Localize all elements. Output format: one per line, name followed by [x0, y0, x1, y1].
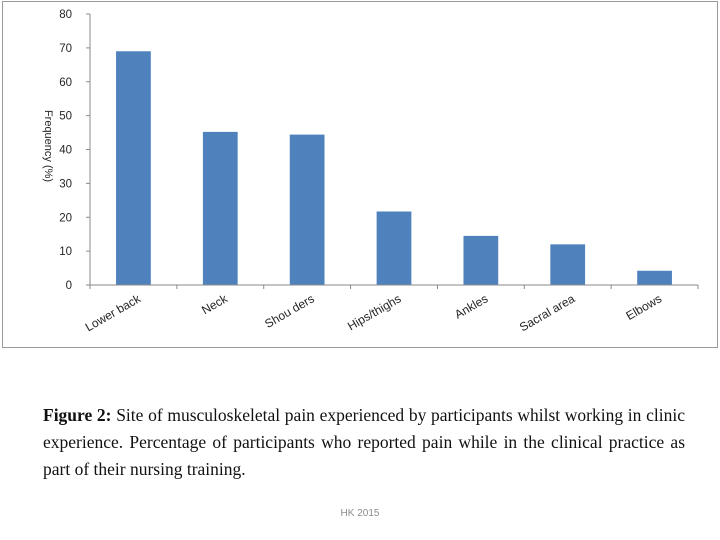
bar [116, 51, 151, 286]
caption-label: Figure 2: [43, 405, 112, 425]
y-tick-label: 40 [59, 145, 72, 157]
y-axis-title: Frequency (%) [42, 110, 54, 182]
chart-frame: 0 10 20 30 40 50 60 70 80 Lower back Neck Shou der… [2, 1, 718, 348]
bar [202, 131, 238, 285]
figure-caption: Figure 2: Site of musculoskeletal pain e… [43, 402, 685, 483]
y-tick-label: 70 [59, 43, 72, 55]
y-tick-label: 50 [59, 111, 72, 123]
footer-text: HK 2015 [340, 508, 380, 519]
y-tick-label: 10 [59, 246, 72, 258]
bar [550, 244, 586, 285]
chart-border [2, 1, 718, 348]
bar [637, 270, 672, 285]
caption-text: Site of musculoskeletal pain experienced… [43, 405, 685, 479]
bar [376, 211, 412, 285]
bar [289, 134, 325, 285]
y-tick-label: 60 [59, 77, 72, 89]
y-tick-label: 0 [66, 280, 72, 292]
bar [463, 235, 499, 285]
y-tick-label: 30 [59, 178, 72, 190]
y-tick-label: 20 [59, 212, 72, 224]
y-tick-label: 80 [59, 9, 72, 21]
